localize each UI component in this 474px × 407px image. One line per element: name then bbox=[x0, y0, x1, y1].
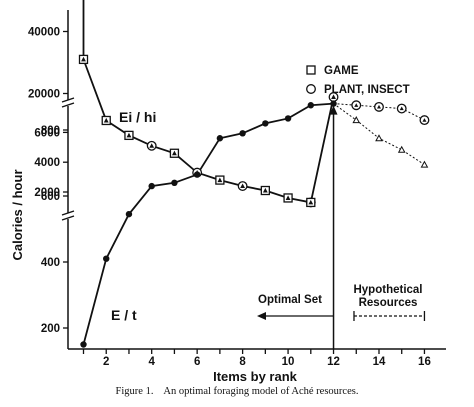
chart-annotations: Ei / hi E / t Optimal Set HypotheticalResou… bbox=[111, 105, 426, 349]
ei-hi-point-triangle bbox=[149, 143, 155, 148]
e-t-line bbox=[82, 102, 334, 345]
axis-break-gap-1 bbox=[62, 100, 74, 106]
x-tick-label: 2 bbox=[103, 356, 109, 368]
ei-hi-point-triangle bbox=[262, 187, 268, 193]
axis-break-mark bbox=[61, 210, 75, 216]
e-t-point bbox=[216, 135, 224, 142]
legend-marker-circle bbox=[306, 84, 316, 94]
x-tick-label: 16 bbox=[418, 356, 431, 368]
optimal-cutoff-arrowhead bbox=[329, 105, 338, 115]
e-t-point bbox=[284, 115, 292, 122]
e-t-point bbox=[330, 100, 337, 107]
y-tick-label: 4000 bbox=[34, 157, 60, 169]
hypothetical-circle-triangle bbox=[422, 118, 427, 122]
hypothetical-line-2 bbox=[333, 103, 425, 166]
chart-legend: GAME PLANT, INSECT bbox=[306, 65, 410, 96]
legend-label: GAME bbox=[324, 65, 359, 77]
y-tick-label: 800 bbox=[41, 125, 60, 137]
ei-hi-point-triangle bbox=[81, 56, 86, 62]
axis-break-gap-2 bbox=[62, 213, 74, 219]
y-tick-label: 2000 bbox=[34, 187, 60, 199]
y-tick-label: 6000 bbox=[34, 127, 60, 139]
axis-break-mark bbox=[61, 97, 75, 103]
chart-markers bbox=[78, 54, 430, 348]
optimal-set-arrowhead bbox=[257, 312, 266, 320]
hypothetical-triangle-point bbox=[420, 160, 429, 168]
x-tick-label: 14 bbox=[373, 356, 386, 368]
ei-hi-point-triangle bbox=[217, 177, 223, 183]
e-t-point bbox=[262, 120, 269, 127]
ei-hi-point-triangle bbox=[172, 150, 177, 156]
hypothetical-circle-triangle bbox=[399, 106, 404, 111]
e-t-point bbox=[125, 210, 133, 218]
chart-axes bbox=[61, 10, 446, 350]
x-tick-label: 6 bbox=[194, 356, 200, 368]
x-tick-label: 12 bbox=[327, 356, 340, 368]
hypothetical-triangle-point bbox=[375, 134, 383, 142]
legend-label: PLANT, INSECT bbox=[324, 84, 410, 96]
series-label-ei-hi: Ei / hi bbox=[119, 109, 156, 125]
y-tick-label: 600 bbox=[41, 191, 60, 203]
axis-break-mark bbox=[61, 215, 75, 221]
e-t-point bbox=[171, 179, 178, 186]
e-t-point bbox=[80, 341, 87, 348]
hypothetical-triangle-point bbox=[397, 145, 406, 153]
axis-break-mark bbox=[61, 102, 75, 108]
chart-ticks: 2000040000600002000400060002004006008002… bbox=[28, 27, 431, 369]
ei-hi-line bbox=[82, 0, 335, 204]
x-tick-label: 10 bbox=[282, 356, 295, 368]
e-t-point bbox=[103, 255, 110, 262]
ei-hi-point-triangle bbox=[240, 183, 246, 189]
figure-caption: Figure 1. An optimal foraging model of A… bbox=[115, 386, 359, 397]
ei-hi-point-triangle bbox=[285, 195, 291, 200]
y-tick-label: 40000 bbox=[28, 27, 60, 39]
e-t-point bbox=[148, 182, 155, 190]
y-tick-label: 400 bbox=[41, 257, 60, 269]
e-t-point bbox=[193, 171, 201, 178]
x-axis-title: Items by rank bbox=[213, 369, 298, 384]
ei-hi-point-triangle bbox=[308, 199, 314, 205]
e-t-point bbox=[239, 130, 246, 137]
optimal-set-label: Optimal Set bbox=[258, 294, 322, 306]
y-tick-label: 200 bbox=[41, 323, 60, 335]
hypothetical-circle-triangle bbox=[376, 104, 381, 109]
chart: 2000040000600002000400060002004006008002… bbox=[10, 0, 446, 384]
x-tick-label: 4 bbox=[148, 356, 155, 368]
x-tick-label: 8 bbox=[239, 356, 246, 368]
series-label-e-t: E / t bbox=[111, 307, 137, 323]
hypothetical-circle-triangle bbox=[354, 103, 359, 107]
ei-hi-point-triangle bbox=[103, 117, 109, 123]
hypothetical-triangle-point bbox=[352, 116, 361, 124]
ei-hi-point-triangle bbox=[331, 94, 336, 99]
y-axis-title: Calories / hour bbox=[10, 169, 25, 260]
hypothetical-label-line1: Hypothetical bbox=[353, 284, 422, 296]
legend-marker-square bbox=[306, 65, 316, 75]
e-t-point bbox=[307, 102, 314, 109]
y-tick-label: 20000 bbox=[28, 89, 60, 101]
ei-hi-point-triangle bbox=[126, 132, 132, 138]
hypothetical-label-line2: Resources bbox=[359, 297, 418, 309]
